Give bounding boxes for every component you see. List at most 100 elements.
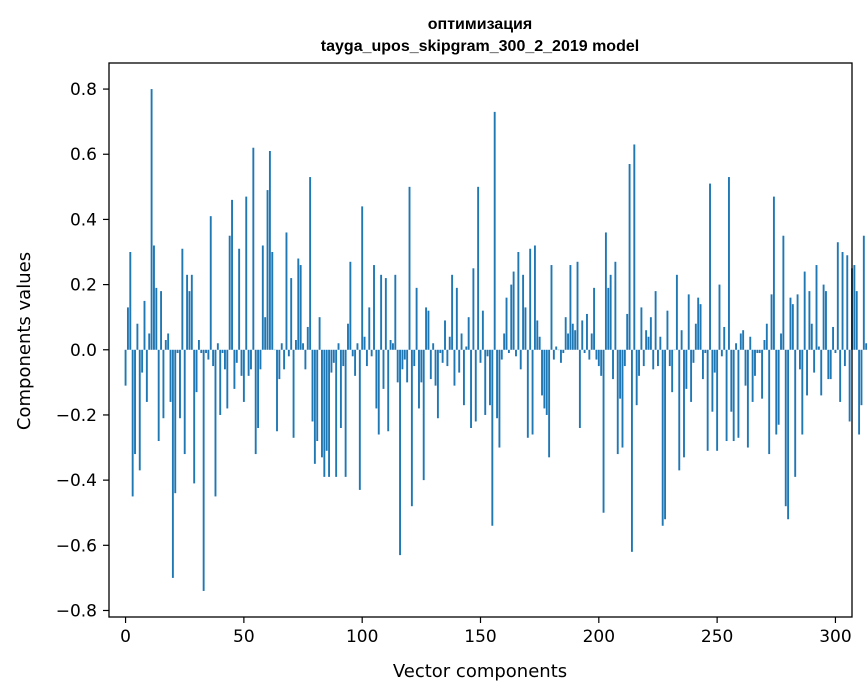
bar-series <box>124 89 867 591</box>
bar-269 <box>761 349 764 399</box>
bar-225 <box>657 349 659 367</box>
bar-174 <box>536 320 539 350</box>
y-tick-label: 0.0 <box>70 341 97 361</box>
bar-85 <box>325 349 328 451</box>
bar-180 <box>550 265 553 350</box>
bar-135 <box>444 320 446 350</box>
bar-284 <box>796 294 799 350</box>
bar-195 <box>586 313 588 350</box>
bar-239 <box>690 349 693 402</box>
bar-95 <box>349 261 352 350</box>
y-tick-label: −0.2 <box>56 406 97 426</box>
bar-24 <box>181 248 184 350</box>
bar-209 <box>619 349 622 399</box>
bar-310 <box>858 349 861 435</box>
bar-206 <box>612 349 614 380</box>
bar-35 <box>207 349 210 360</box>
bar-301 <box>836 242 839 350</box>
bar-223 <box>652 349 655 370</box>
bar-152 <box>484 349 487 415</box>
bar-48 <box>238 248 241 350</box>
bar-147 <box>472 268 475 350</box>
bar-312 <box>862 235 865 350</box>
bar-282 <box>791 304 794 350</box>
bar-50 <box>242 349 245 402</box>
bar-219 <box>642 349 645 367</box>
bar-257 <box>732 349 735 442</box>
bar-272 <box>768 349 771 455</box>
bar-41 <box>221 349 224 354</box>
bar-227 <box>661 349 664 526</box>
chart-subtitle: tayga_upos_skipgram_300_2_2019 model <box>321 38 639 55</box>
bar-4 <box>134 349 136 455</box>
bar-242 <box>697 297 700 350</box>
bar-261 <box>742 330 745 350</box>
bar-215 <box>633 144 636 350</box>
bar-51 <box>245 196 248 350</box>
x-tick-label: 300 <box>819 627 851 647</box>
bar-297 <box>827 349 830 380</box>
bar-151 <box>481 310 484 350</box>
bar-241 <box>694 323 697 350</box>
bar-122 <box>413 349 416 367</box>
bar-309 <box>855 291 858 350</box>
bar-171 <box>529 248 532 350</box>
bar-104 <box>370 349 373 357</box>
bar-90 <box>337 343 340 350</box>
bar-254 <box>725 349 728 442</box>
bar-80 <box>313 349 316 464</box>
bar-267 <box>756 349 759 354</box>
bar-36 <box>209 216 212 350</box>
bar-94 <box>347 323 349 350</box>
bar-158 <box>498 349 501 448</box>
bar-164 <box>512 271 515 350</box>
bar-14 <box>157 349 160 442</box>
bar-101 <box>363 336 366 350</box>
bar-115 <box>396 349 399 383</box>
bar-72 <box>294 340 297 350</box>
y-tick-label: 0.8 <box>70 80 97 100</box>
x-tick-label: 50 <box>233 627 255 647</box>
x-tick-label: 200 <box>583 627 615 647</box>
bar-270 <box>763 340 766 350</box>
bar-279 <box>784 349 787 507</box>
bar-102 <box>365 349 368 367</box>
bar-251 <box>718 284 721 350</box>
bar-33 <box>202 349 205 591</box>
bar-44 <box>228 235 231 350</box>
chart-title: оптимизация <box>428 16 532 33</box>
bar-249 <box>713 349 716 373</box>
bar-56 <box>257 349 260 428</box>
bar-311 <box>860 349 863 406</box>
bar-187 <box>567 333 569 350</box>
bar-256 <box>730 349 733 412</box>
bar-168 <box>522 274 525 350</box>
bar-211 <box>623 349 626 367</box>
bar-259 <box>737 349 740 438</box>
bar-154 <box>489 349 491 406</box>
bar-245 <box>704 349 707 354</box>
bar-295 <box>822 284 825 350</box>
bar-207 <box>614 261 617 350</box>
bar-166 <box>517 252 520 350</box>
bar-0 <box>124 349 127 386</box>
bar-69 <box>287 349 290 357</box>
bar-162 <box>507 349 510 354</box>
bar-71 <box>292 349 295 438</box>
bar-238 <box>687 294 690 350</box>
bar-170 <box>526 349 529 438</box>
bar-38 <box>214 349 217 497</box>
bar-66 <box>280 343 283 350</box>
bar-52 <box>247 349 250 376</box>
bar-8 <box>143 300 146 350</box>
bar-294 <box>820 349 823 396</box>
bar-306 <box>848 349 851 422</box>
bar-74 <box>299 265 302 350</box>
bar-79 <box>311 349 314 422</box>
bar-55 <box>254 349 257 455</box>
bar-146 <box>470 349 472 428</box>
bar-126 <box>422 349 425 481</box>
bar-125 <box>420 349 423 383</box>
bar-222 <box>649 317 652 350</box>
bar-65 <box>278 349 281 380</box>
